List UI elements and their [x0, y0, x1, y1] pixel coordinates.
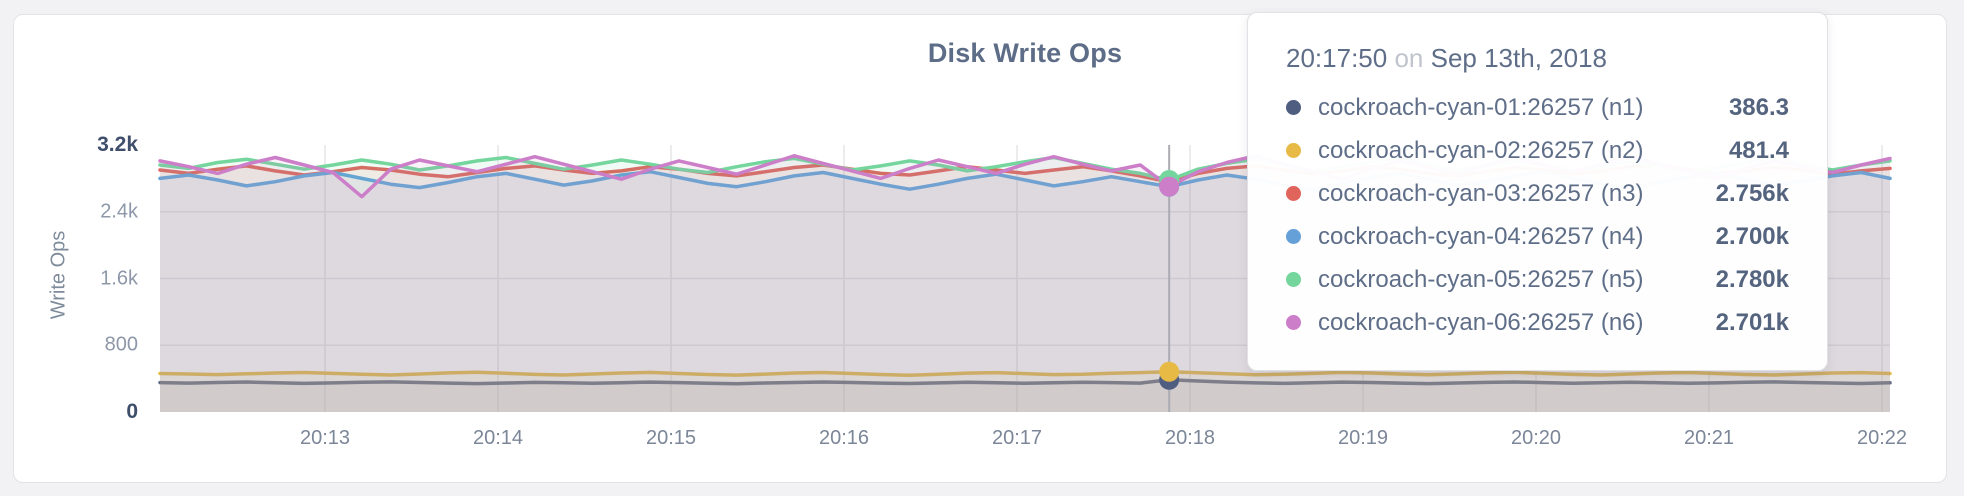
tooltip-series-row: cockroach-cyan-02:26257 (n2) 481.4: [1286, 129, 1789, 172]
tooltip-series-row: cockroach-cyan-01:26257 (n1) 386.3: [1286, 86, 1789, 129]
y-axis-tick-label: 0: [126, 400, 138, 423]
series-line-1: [158, 378, 1892, 386]
series-value: 2.756k: [1715, 179, 1789, 207]
x-axis-tick-label: 20:17: [991, 427, 1043, 449]
series-color-dot: [1286, 186, 1301, 201]
y-axis-tick-label: 1.6k: [100, 267, 138, 289]
x-axis-tick-label: 20:14: [472, 427, 524, 449]
series-value: 481.4: [1728, 136, 1789, 164]
series-value: 2.701k: [1715, 308, 1789, 336]
series-name: cockroach-cyan-03:26257 (n3): [1318, 179, 1644, 207]
series-name: cockroach-cyan-04:26257 (n4): [1318, 222, 1644, 250]
series-color-dot: [1286, 100, 1301, 115]
tooltip-series-row: cockroach-cyan-06:26257 (n6) 2.701k: [1286, 301, 1789, 344]
tooltip-series-row: cockroach-cyan-04:26257 (n4) 2.700k: [1286, 215, 1789, 258]
series-color-dot: [1286, 315, 1301, 330]
series-value: 2.780k: [1715, 265, 1789, 293]
tooltip-series-row: cockroach-cyan-03:26257 (n3) 2.756k: [1286, 172, 1789, 215]
chart-title: Disk Write Ops: [927, 38, 1123, 68]
series-area-2: [160, 371, 1890, 412]
series-name: cockroach-cyan-05:26257 (n5): [1318, 265, 1644, 293]
x-axis-tick-label: 20:18: [1164, 427, 1216, 449]
series-name: cockroach-cyan-01:26257 (n1): [1318, 93, 1644, 121]
x-axis-tick-label: 20:21: [1683, 427, 1735, 449]
y-axis-tick-label: 800: [104, 333, 138, 356]
hover-dot-2: [1159, 361, 1180, 382]
x-axis-tick-label: 20:22: [1856, 427, 1908, 449]
tooltip-time: 20:17:50: [1286, 43, 1388, 73]
series-value: 2.700k: [1715, 222, 1789, 250]
hover-tooltip: 20:17:50 on Sep 13th, 2018 cockroach-cya…: [1247, 12, 1828, 371]
hover-dot-6: [1159, 176, 1180, 197]
y-axis-tick-label: 3.2k: [97, 133, 138, 156]
series-color-dot: [1286, 272, 1301, 287]
x-axis-tick-label: 20:16: [818, 427, 870, 449]
tooltip-conjunction: on: [1394, 43, 1424, 73]
series-area-1: [160, 379, 1890, 412]
series-color-dot: [1286, 229, 1301, 244]
series-name: cockroach-cyan-02:26257 (n2): [1318, 136, 1644, 164]
tooltip-series-row: cockroach-cyan-05:26257 (n5) 2.780k: [1286, 258, 1789, 301]
tooltip-date: Sep 13th, 2018: [1430, 43, 1607, 73]
x-axis-tick-label: 20:15: [645, 427, 697, 449]
x-axis-tick-label: 20:20: [1510, 427, 1562, 449]
x-axis-tick-label: 20:13: [299, 427, 351, 449]
x-axis-tick-label: 20:19: [1337, 427, 1389, 449]
series-name: cockroach-cyan-06:26257 (n6): [1318, 308, 1644, 336]
series-value: 386.3: [1728, 93, 1789, 121]
series-line-2: [158, 370, 1892, 377]
series-color-dot: [1286, 143, 1301, 158]
tooltip-header: 20:17:50 on Sep 13th, 2018: [1286, 43, 1789, 74]
y-axis-tick-label: 2.4k: [100, 200, 138, 223]
